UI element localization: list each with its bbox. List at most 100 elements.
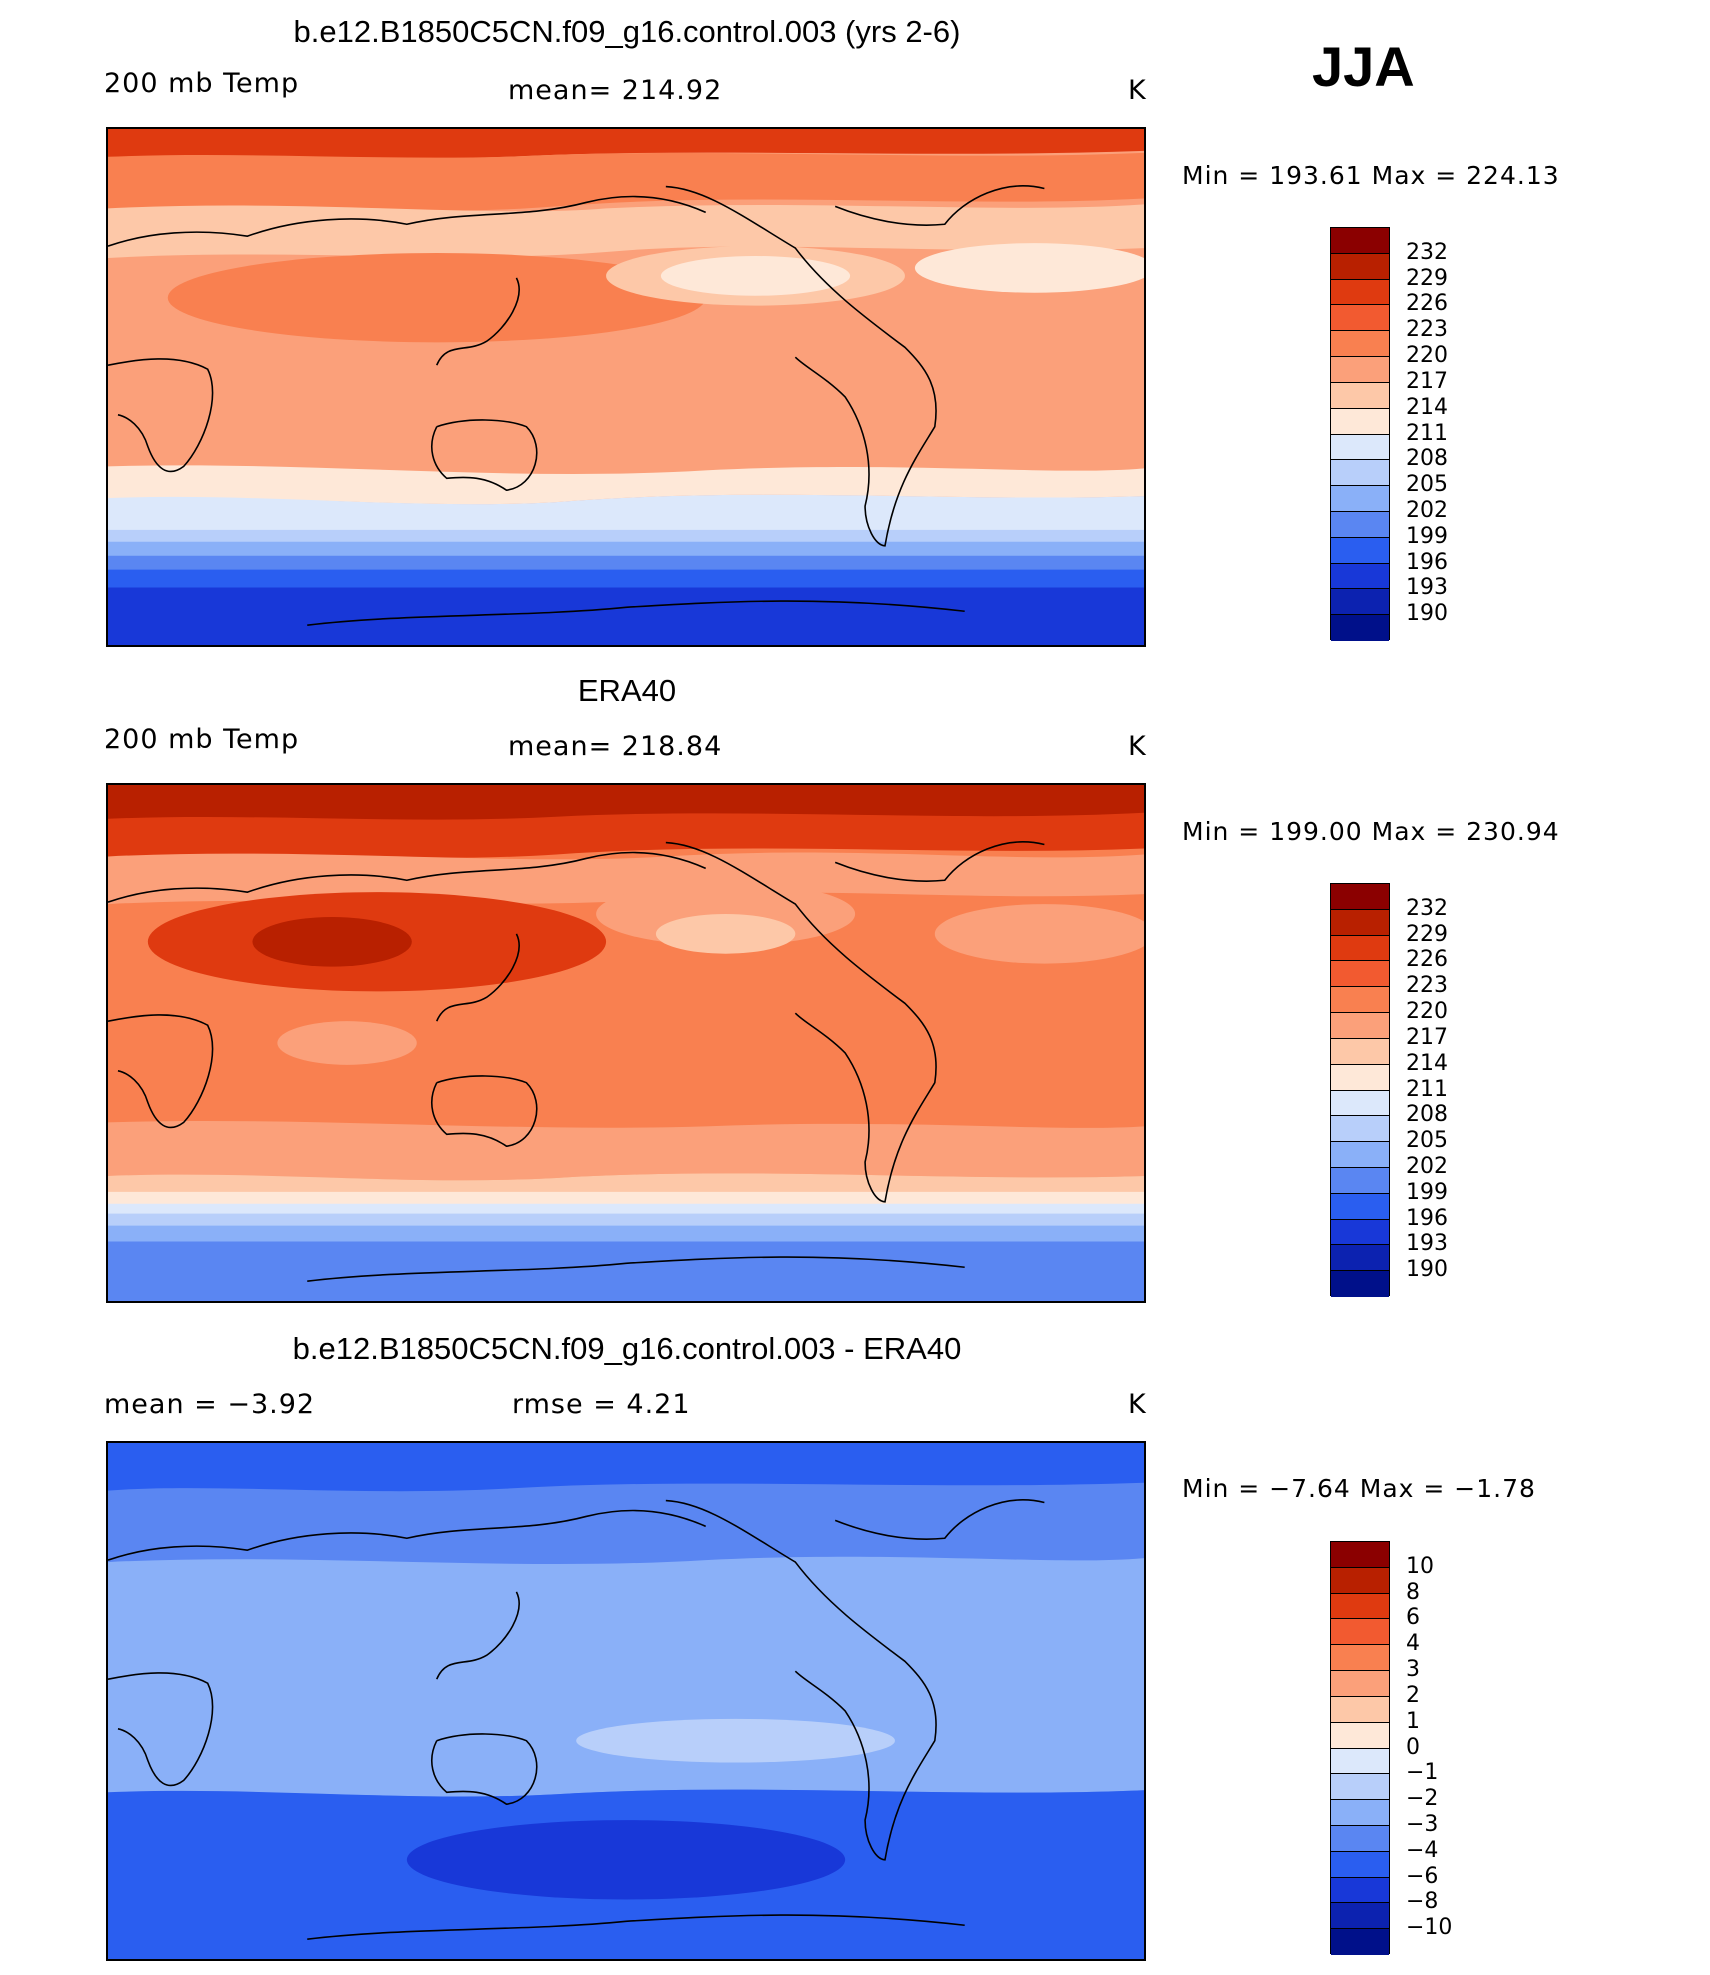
- colorbar-swatch: [1331, 1722, 1389, 1749]
- colorbar-swatch: [1331, 615, 1389, 641]
- colorbar-swatch: [1331, 1619, 1389, 1646]
- colorbar-swatch: [1331, 961, 1389, 988]
- panel-3-map-svg: [108, 1443, 1144, 1959]
- panel-2-band-s6: [108, 1225, 1144, 1244]
- colorbar-tick-label: 199: [1406, 1179, 1448, 1205]
- panel-3-colorbar: [1330, 1541, 1390, 1955]
- panel-2-band-s1: [108, 1121, 1144, 1181]
- colorbar-tick-label: −1: [1406, 1760, 1439, 1786]
- colorbar-tick-label: 223: [1406, 973, 1448, 999]
- panel-2-band-s3: [108, 1191, 1144, 1206]
- panel-2-map: [106, 783, 1146, 1303]
- colorbar-tick-label: −3: [1406, 1811, 1439, 1837]
- colorbar-swatch: [1331, 434, 1389, 461]
- panel-1-asia-warm: [167, 253, 706, 343]
- colorbar-tick-label: 202: [1406, 497, 1448, 523]
- colorbar-tick-label: 229: [1406, 921, 1448, 947]
- colorbar-tick-label: 193: [1406, 1231, 1448, 1257]
- colorbar-swatch: [1331, 1038, 1389, 1065]
- colorbar-swatch: [1331, 1671, 1389, 1697]
- panel-3-title: b.e12.B1850C5CN.f09_g16.control.003 - ER…: [292, 1331, 962, 1366]
- colorbar-swatch: [1331, 1825, 1389, 1852]
- panel-2-natl-cool: [934, 904, 1144, 964]
- colorbar-tick-label: 196: [1406, 1205, 1448, 1231]
- colorbar-swatch: [1331, 884, 1389, 910]
- colorbar-swatch: [1331, 589, 1389, 616]
- colorbar-tick-label: 226: [1406, 291, 1448, 317]
- panel-2-band-s2: [108, 1173, 1144, 1194]
- panel-1-coastlines: [108, 185, 1045, 626]
- colorbar-tick-label: 232: [1406, 895, 1448, 921]
- colorbar-swatch: [1331, 1245, 1389, 1272]
- panel-3-tropics: [108, 1556, 1144, 1797]
- colorbar-tick-label: 2: [1406, 1682, 1420, 1708]
- colorbar-swatch: [1331, 1542, 1389, 1568]
- colorbar-tick-label: 3: [1406, 1657, 1420, 1683]
- colorbar-swatch: [1331, 1193, 1389, 1220]
- colorbar-tick-label: 208: [1406, 1102, 1448, 1128]
- colorbar-swatch: [1331, 1142, 1389, 1168]
- panel-2-indian-cool: [277, 1021, 417, 1065]
- panel-2-map-svg: [108, 785, 1144, 1301]
- colorbar-swatch: [1331, 486, 1389, 512]
- colorbar-tick-label: 8: [1406, 1579, 1420, 1605]
- panel-1-polar-band-north: [108, 129, 1144, 159]
- colorbar-tick-label: 226: [1406, 947, 1448, 973]
- panel-2-colorbar: [1330, 883, 1390, 1297]
- colorbar-swatch: [1331, 228, 1389, 254]
- colorbar-swatch: [1331, 1013, 1389, 1039]
- colorbar-swatch: [1331, 1903, 1389, 1930]
- colorbar-tick-label: 211: [1406, 420, 1448, 446]
- panel-1-band-s4: [108, 541, 1144, 558]
- colorbar-tick-label: 4: [1406, 1631, 1420, 1657]
- colorbar-swatch: [1331, 1851, 1389, 1878]
- panel-1-band-s2: [108, 494, 1144, 534]
- colorbar-swatch: [1331, 1064, 1389, 1091]
- colorbar-swatch: [1331, 382, 1389, 409]
- colorbar-tick-label: 190: [1406, 601, 1448, 627]
- colorbar-tick-label: 196: [1406, 549, 1448, 575]
- colorbar-tick-label: 208: [1406, 446, 1448, 472]
- panel-3-map: [106, 1441, 1146, 1961]
- panel-2-band-s4: [108, 1203, 1144, 1216]
- colorbar-tick-label: −6: [1406, 1863, 1439, 1889]
- colorbar-tick-label: 202: [1406, 1153, 1448, 1179]
- panel-1-map: [106, 127, 1146, 647]
- colorbar-swatch: [1331, 1800, 1389, 1826]
- panel-3-mean-label: mean = −3.92: [104, 1389, 316, 1420]
- colorbar-swatch: [1331, 1116, 1389, 1143]
- panel-3-units-label: K: [1128, 1389, 1147, 1420]
- colorbar-swatch: [1331, 1696, 1389, 1723]
- panel-1-band-midlat: [108, 204, 1144, 258]
- colorbar-tick-label: 205: [1406, 1128, 1448, 1154]
- panel-1-band-s1: [108, 465, 1144, 505]
- colorbar-swatch: [1331, 1929, 1389, 1955]
- panel-3-band-north: [108, 1443, 1144, 1492]
- panel-2-npac-cool-core: [655, 914, 796, 954]
- season-label: JJA: [1312, 35, 1415, 98]
- colorbar-tick-label: −10: [1406, 1915, 1453, 1941]
- colorbar-swatch: [1331, 1748, 1389, 1775]
- colorbar-tick-label: 10: [1406, 1553, 1434, 1579]
- colorbar-swatch: [1331, 1593, 1389, 1620]
- colorbar-swatch: [1331, 1774, 1389, 1801]
- panel-1-units-label: K: [1128, 75, 1147, 106]
- panel-3-tropics-core: [576, 1718, 895, 1763]
- colorbar-swatch: [1331, 1219, 1389, 1246]
- colorbar-tick-label: 205: [1406, 472, 1448, 498]
- panel-1-npac-cool-core: [660, 256, 851, 296]
- colorbar-tick-label: 217: [1406, 368, 1448, 394]
- colorbar-swatch: [1331, 1645, 1389, 1672]
- colorbar-swatch: [1331, 305, 1389, 332]
- colorbar-swatch: [1331, 563, 1389, 590]
- panel-3-south-dark: [406, 1820, 846, 1900]
- panel-3-minmax: Min = −7.64 Max = −1.78: [1182, 1474, 1536, 1503]
- panel-2-minmax: Min = 199.00 Max = 230.94: [1182, 817, 1560, 846]
- panel-1-natl-cool: [914, 243, 1144, 293]
- colorbar-tick-label: 199: [1406, 523, 1448, 549]
- colorbar-swatch: [1331, 1271, 1389, 1297]
- colorbar-swatch: [1331, 935, 1389, 962]
- colorbar-tick-label: 229: [1406, 265, 1448, 291]
- colorbar-swatch: [1331, 1877, 1389, 1904]
- colorbar-swatch: [1331, 1167, 1389, 1194]
